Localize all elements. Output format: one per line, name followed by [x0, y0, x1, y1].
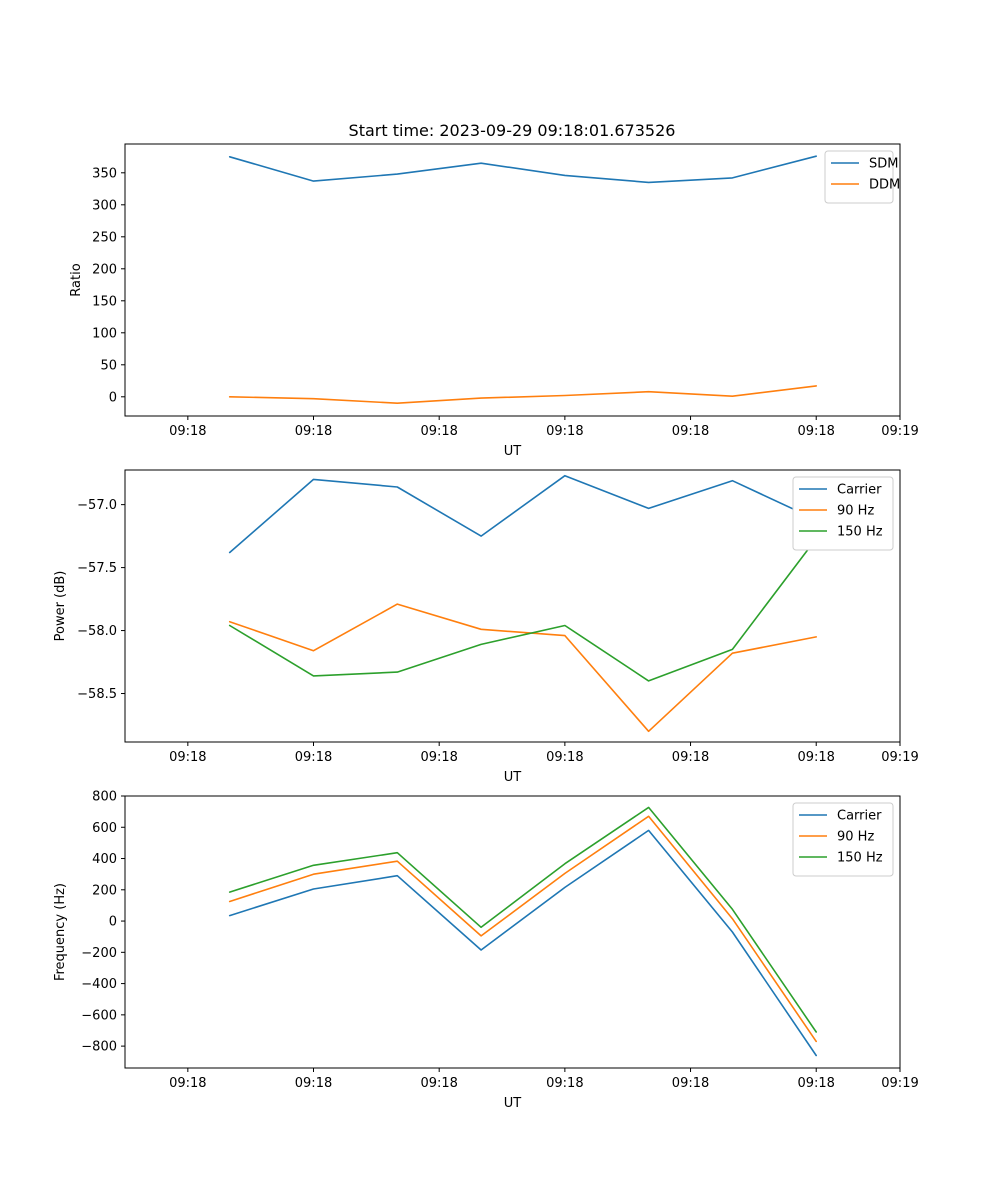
legend: Carrier 90 Hz 150 Hz [792, 802, 894, 877]
x-axis-label: UT [504, 1096, 522, 1111]
y-tick-label: 300 [92, 198, 117, 213]
y-tick-label: 200 [92, 883, 117, 898]
legend-label: 150 Hz [837, 851, 883, 866]
x-tick-label: 09:19 [881, 1076, 918, 1091]
x-tick-label: 09:18 [546, 1076, 583, 1091]
legend-label: 90 Hz [837, 504, 874, 519]
chart-title: Start time: 2023-09-29 09:18:01.673526 [349, 121, 676, 140]
y-tick-label: −57.5 [77, 561, 117, 576]
x-tick-label: 09:18 [420, 424, 457, 439]
legend-label: Carrier [837, 483, 882, 498]
x-tick-label: 09:18 [672, 1076, 709, 1091]
y-tick-label: 200 [92, 262, 117, 277]
x-tick-label: 09:18 [546, 750, 583, 765]
series-line-carrier [228, 829, 818, 1057]
legend-label: DDM [869, 178, 900, 193]
series-line-150-hz [228, 806, 818, 1033]
series-line-150-hz [228, 537, 818, 682]
legend: Carrier 90 Hz 150 Hz [792, 476, 894, 551]
y-axis-label: Frequency (Hz) [53, 883, 68, 981]
x-tick-label: 09:18 [797, 750, 834, 765]
y-tick-label: −200 [81, 946, 117, 961]
x-tick-label: 09:18 [420, 1076, 457, 1091]
y-axis-label: Power (dB) [53, 571, 68, 642]
legend-label: SDM [869, 157, 898, 172]
x-tick-label: 09:18 [295, 750, 332, 765]
x-tick-label: 09:18 [295, 424, 332, 439]
x-tick-label: 09:18 [169, 750, 206, 765]
series-line-carrier [228, 474, 818, 554]
series-line-ddm [228, 385, 818, 405]
x-tick-label: 09:18 [420, 750, 457, 765]
legend-label: 90 Hz [837, 830, 874, 845]
power-axes-frame [124, 469, 901, 743]
y-tick-label: 100 [92, 326, 117, 341]
y-tick-label: 600 [92, 821, 117, 836]
y-tick-label: −800 [81, 1040, 117, 1055]
y-tick-label: 250 [92, 230, 117, 245]
ratio-axes-frame [124, 143, 901, 417]
x-tick-label: 09:18 [797, 1076, 834, 1091]
series-line-90-hz [228, 815, 818, 1043]
ratio-panel: 09:18 09:18 09:18 09:18 09:18 09:18 09:19 0 50 10… [69, 143, 919, 459]
y-tick-label: 350 [92, 166, 117, 181]
x-tick-label: 09:19 [881, 424, 918, 439]
y-tick-label: 0 [109, 915, 117, 930]
x-axis-label: UT [504, 444, 522, 459]
legend: SDM DDM [824, 150, 900, 204]
y-tick-label: −57.0 [77, 498, 117, 513]
y-tick-label: −58.0 [77, 624, 117, 639]
frequency-panel: 09:18 09:18 09:18 09:18 09:18 09:18 09:19 −800 −… [53, 790, 919, 1112]
y-tick-label: 50 [100, 358, 117, 373]
legend-label: 150 Hz [837, 525, 883, 540]
x-tick-label: 09:18 [169, 1076, 206, 1091]
y-tick-label: −400 [81, 977, 117, 992]
legend-box [824, 150, 894, 204]
legend-label: Carrier [837, 809, 882, 824]
y-axis-label: Ratio [69, 263, 84, 296]
series-line-90-hz [228, 603, 818, 733]
series-line-sdm [228, 155, 818, 184]
y-tick-label: −600 [81, 1008, 117, 1023]
x-tick-label: 09:18 [295, 1076, 332, 1091]
x-tick-label: 09:19 [881, 750, 918, 765]
y-tick-label: 0 [109, 390, 117, 405]
x-tick-label: 09:18 [797, 424, 834, 439]
power-panel: 09:18 09:18 09:18 09:18 09:18 09:18 09:19 −58.5… [53, 469, 919, 785]
x-tick-label: 09:18 [672, 750, 709, 765]
y-tick-label: 150 [92, 294, 117, 309]
y-tick-label: −58.5 [77, 687, 117, 702]
x-axis-label: UT [504, 770, 522, 785]
x-tick-label: 09:18 [546, 424, 583, 439]
x-tick-label: 09:18 [672, 424, 709, 439]
y-tick-label: 400 [92, 852, 117, 867]
y-tick-label: 800 [92, 790, 117, 805]
frequency-axes-frame [124, 795, 901, 1069]
x-tick-label: 09:18 [169, 424, 206, 439]
